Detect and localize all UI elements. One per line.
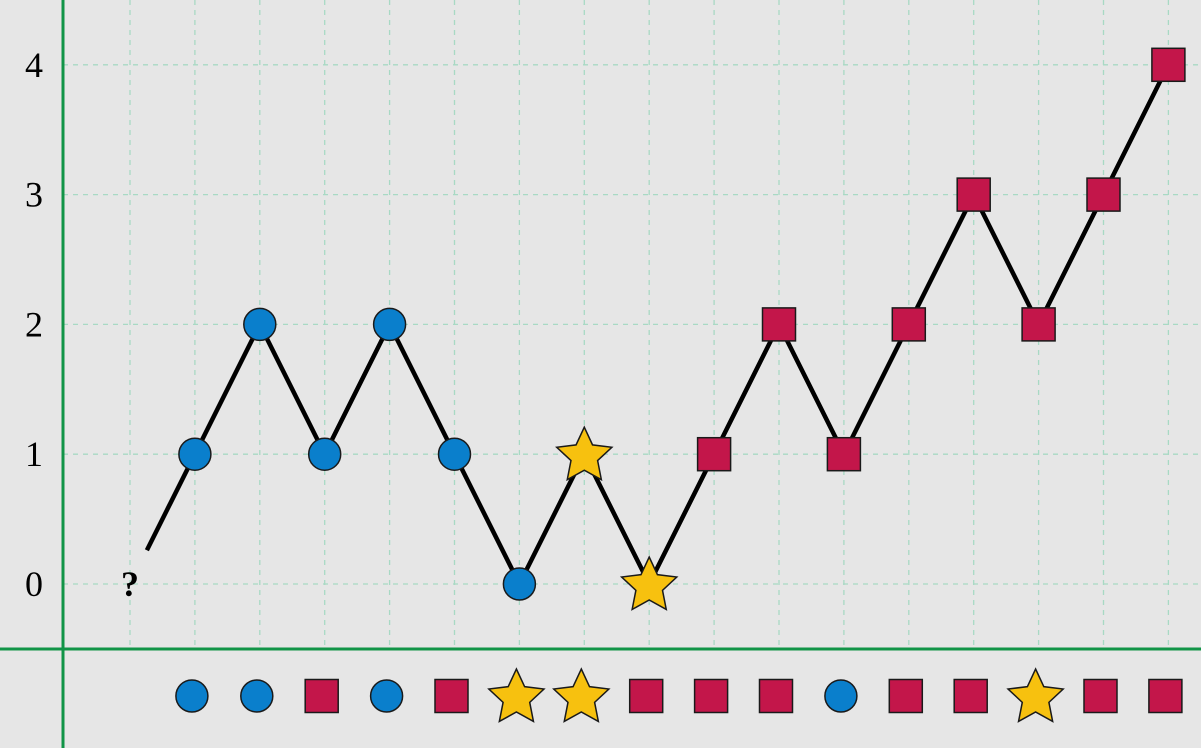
- start-unknown-label: ?: [121, 564, 139, 604]
- data-point-square: [956, 177, 991, 212]
- sequence-circle: [175, 679, 209, 713]
- data-point-star: [619, 555, 679, 611]
- sequence-circle: [369, 679, 404, 713]
- data-point-star: [555, 425, 614, 482]
- data-point-circle: [243, 307, 277, 342]
- sequence-star: [1006, 667, 1065, 723]
- sequence-square: [1083, 678, 1118, 714]
- data-point-square: [891, 307, 927, 342]
- data-point-square: [826, 436, 862, 472]
- grid: [63, 0, 1201, 649]
- series-line: [144, 63, 1171, 590]
- sequence-circle: [240, 679, 274, 713]
- sequence-square: [758, 678, 794, 714]
- y-tick-label: 2: [25, 304, 43, 344]
- sequence-square: [628, 678, 664, 714]
- y-tick-label: 1: [25, 434, 43, 474]
- sequence-square: [693, 678, 729, 714]
- y-tick-label: 3: [25, 175, 43, 215]
- sequence-star: [552, 667, 611, 723]
- series-polyline: [192, 63, 1171, 590]
- data-point-circle: [178, 437, 212, 471]
- sequence-square: [434, 678, 469, 714]
- sequence-square: [953, 678, 988, 714]
- bottom-sequence: [175, 667, 1183, 723]
- y-tick-label: 4: [25, 45, 43, 85]
- data-point-circle: [502, 567, 537, 601]
- data-point-circle: [307, 437, 342, 471]
- data-point-square: [1151, 47, 1186, 83]
- sequence-circle: [824, 679, 858, 713]
- y-tick-labels: 0 1 2 3 4: [25, 45, 43, 604]
- data-point-circle: [437, 437, 472, 471]
- sequence-star: [487, 667, 546, 723]
- data-point-square: [761, 307, 797, 342]
- y-tick-label: 0: [25, 564, 43, 604]
- start-segment: [144, 453, 197, 552]
- sequence-square: [888, 678, 924, 714]
- series-markers: [178, 47, 1186, 611]
- data-point-circle: [372, 307, 407, 342]
- sequence-square: [304, 678, 339, 714]
- data-point-square: [1021, 307, 1056, 342]
- data-point-square: [696, 436, 732, 472]
- sequence-square: [1148, 678, 1183, 714]
- data-point-square: [1086, 177, 1121, 212]
